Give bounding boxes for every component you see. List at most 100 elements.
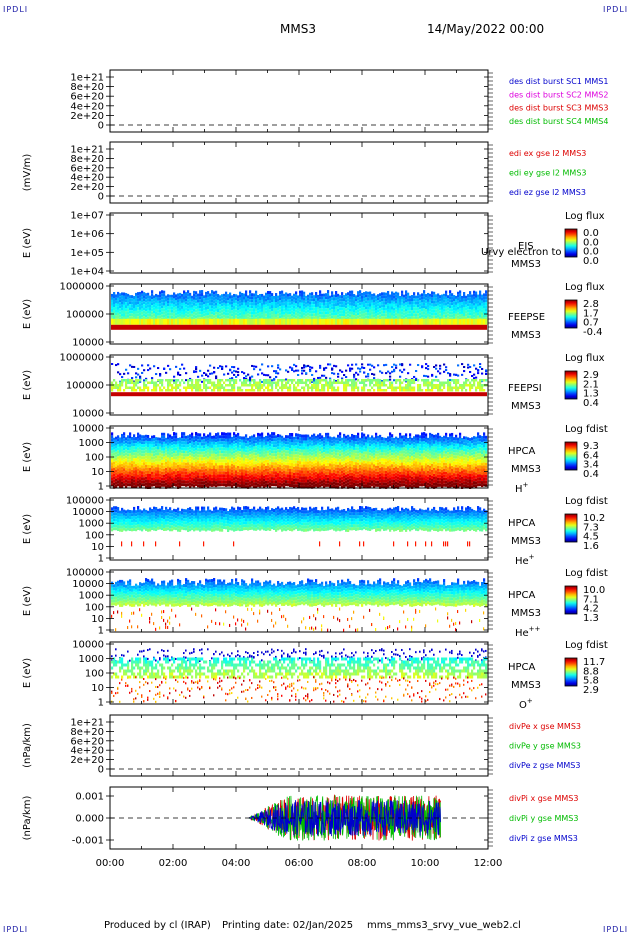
spectrogram-cell [433, 315, 436, 319]
spectrogram-cell [321, 386, 324, 389]
spectrogram-cell [253, 365, 256, 368]
spectrogram-cell [261, 293, 264, 297]
spectrogram-cell [311, 479, 314, 483]
spectrogram-cell [413, 313, 416, 317]
spectrogram-cell [171, 442, 174, 446]
spectrogram-cell [255, 470, 258, 474]
spectrogram-cell [133, 455, 136, 459]
spectrogram-cell [287, 318, 290, 325]
spectrogram-cell [123, 471, 126, 475]
spectrogram-cell [409, 307, 412, 311]
spectrogram-cell [265, 295, 268, 299]
spectrogram-cell [313, 469, 316, 473]
spectrogram-cell [245, 296, 248, 300]
spectrogram-cell [231, 475, 234, 479]
spectrogram-cell [133, 461, 136, 465]
spectrogram-cell [427, 368, 430, 371]
spectrogram-cell [375, 301, 378, 305]
spectrogram-cell [461, 304, 464, 308]
spectrogram-cell [449, 318, 452, 325]
spectrogram-cell [245, 377, 248, 380]
spectrogram-cell [299, 482, 302, 486]
spectrogram-cell [305, 443, 308, 447]
spectrogram-cell [317, 312, 320, 316]
spectrogram-cell [153, 435, 156, 439]
spectrogram-cell [141, 290, 144, 294]
spectrogram-cell [165, 470, 168, 474]
spectrogram-cell [177, 443, 180, 447]
spectrogram-cell [159, 476, 162, 480]
spectrogram-cell [197, 442, 200, 446]
spectrogram-cell [269, 476, 272, 480]
spectrogram-cell [295, 463, 298, 467]
spectrogram-cell [113, 313, 116, 317]
spectrogram-cell [127, 381, 130, 384]
spectrogram-cell [275, 459, 278, 463]
spectrogram-cell [197, 454, 200, 458]
spectrogram-cell [395, 381, 398, 384]
spectrogram-cell [225, 384, 228, 387]
spectrogram-cell [213, 465, 216, 469]
spectrogram-cell [277, 318, 280, 325]
spectrogram-cell [243, 302, 246, 306]
spectrogram-cell [387, 305, 390, 309]
spectrogram-cell [357, 291, 360, 295]
spectrogram-cell [299, 311, 302, 315]
spectrogram-cell [485, 370, 488, 373]
spectrogram-cell [135, 298, 138, 302]
spectrogram-cell [253, 440, 256, 444]
spectrogram-cell [451, 317, 454, 321]
spectrogram-cell [315, 300, 318, 304]
spectrogram-cell [409, 381, 412, 384]
spectrogram-cell [155, 308, 158, 312]
spectrogram-cell [307, 379, 310, 382]
spectrogram-cell [127, 379, 130, 382]
spectrogram-cell [131, 304, 134, 308]
spectrogram-cell [255, 314, 258, 318]
spectrogram-cell [457, 303, 460, 307]
spectrogram-cell [211, 311, 214, 315]
spectrogram-cell [233, 480, 236, 484]
y-tick-label: 1e+05 [70, 248, 104, 259]
spectrogram-cell [271, 438, 274, 442]
spectrogram-cell [213, 459, 216, 463]
spectrogram-cell [203, 448, 206, 452]
spectrogram-cell [309, 379, 312, 382]
spectrogram-cell [141, 438, 144, 442]
spectrogram-cell [185, 462, 188, 466]
spectrogram-cell [281, 438, 284, 442]
spectrogram-cell [343, 307, 346, 311]
spectrogram-cell [363, 304, 366, 308]
spectrogram-cell [213, 384, 216, 387]
spectrogram-cell [181, 305, 184, 309]
spectrogram-cell [221, 468, 224, 472]
spectrogram-cell [285, 456, 288, 460]
spectrogram-cell [139, 306, 142, 310]
spectrogram-cell [195, 306, 198, 310]
spectrogram-cell [181, 363, 184, 366]
spectrogram-cell [167, 309, 170, 313]
spectrogram-cell [419, 306, 422, 310]
spectrogram-cell [211, 290, 214, 294]
spectrogram-cell [451, 314, 454, 318]
spectrogram-cell [129, 456, 132, 460]
spectrogram-cell [323, 305, 326, 309]
spectrogram-cell [207, 375, 210, 378]
spectrogram-cell [243, 379, 246, 382]
spectrogram-cell [397, 318, 400, 325]
spectrogram-cell [261, 456, 264, 460]
spectrogram-cell [153, 447, 156, 451]
spectrogram-cell [171, 294, 174, 298]
spectrogram-cell [193, 290, 196, 294]
spectrogram-cell [145, 449, 148, 453]
spectrogram-cell [235, 370, 238, 373]
spectrogram-cell [317, 384, 320, 387]
spectrogram-cell [197, 381, 200, 384]
spectrogram-cell [201, 389, 204, 392]
spectrogram-cell [157, 294, 160, 298]
spectrogram-cell [141, 318, 144, 325]
spectrogram-cell [399, 318, 402, 325]
spectrogram-cell [253, 437, 256, 441]
spectrogram-cell [441, 315, 444, 319]
spectrogram-cell [271, 302, 274, 306]
